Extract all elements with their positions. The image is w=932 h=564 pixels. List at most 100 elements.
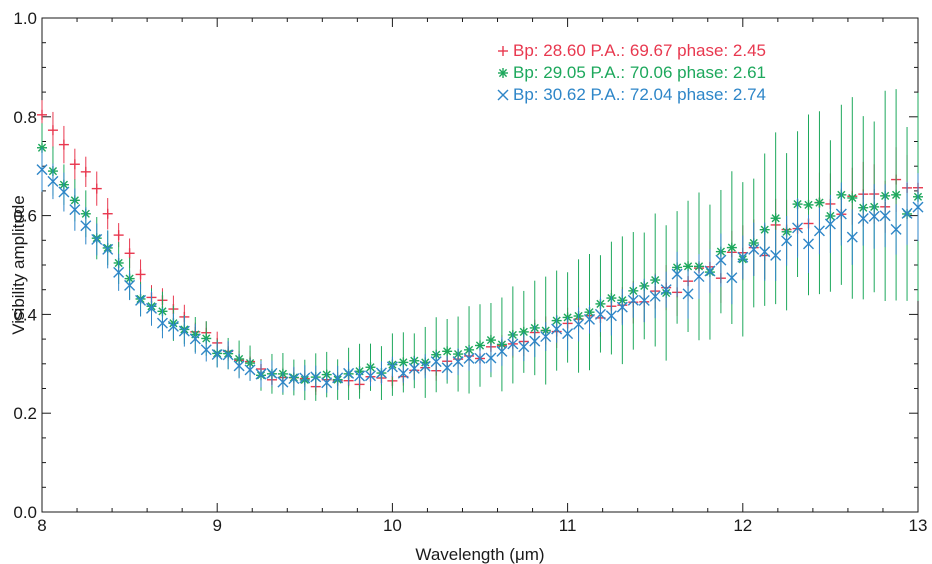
data-point: [693, 254, 705, 299]
data-point: [891, 89, 902, 301]
data-point: [803, 214, 814, 274]
data-point: [398, 332, 409, 393]
y-tick-label: 0.2: [13, 404, 37, 423]
data-point: [222, 340, 234, 369]
legend-marker: [497, 89, 509, 101]
data-point: [507, 332, 519, 356]
data-point: [266, 360, 278, 387]
data-point: [58, 125, 69, 164]
y-tick-label: 1.0: [13, 9, 37, 28]
y-tick-label: 0.4: [13, 305, 37, 324]
x-tick-label: 9: [212, 516, 221, 535]
data-point: [781, 216, 793, 266]
data-point: [770, 229, 782, 282]
data-point: [189, 324, 201, 354]
data-point: [408, 356, 420, 381]
data-point: [649, 274, 661, 319]
data-point: [47, 163, 59, 200]
x-axis-label: Wavelength (μm): [415, 545, 544, 564]
data-point: [496, 337, 508, 366]
data-point: [540, 322, 552, 351]
data-point: [80, 156, 91, 188]
data-point: [813, 207, 825, 255]
data-point: [605, 295, 617, 336]
data-point: [124, 270, 136, 301]
data-point: [562, 316, 574, 351]
data-point: [277, 371, 289, 393]
data-point: [518, 332, 530, 362]
legend-item-2: Bp: 29.05 P.A.: 70.06 phase: 2.61: [498, 63, 766, 82]
data-point: [386, 356, 398, 378]
data-point: [299, 365, 311, 391]
data-point: [102, 230, 114, 269]
data-point: [660, 271, 672, 308]
data-point: [846, 209, 858, 265]
data-point: [759, 222, 771, 281]
data-point: [890, 204, 902, 255]
y-axis: 0.0 0.2 0.4 0.6 0.8 1.0: [13, 9, 918, 522]
legend-item-1: Bp: 28.60 P.A.: 69.67 phase: 2.45: [498, 41, 766, 60]
x-tick-label: 13: [909, 516, 928, 535]
x-tick-label: 11: [559, 516, 577, 535]
data-point: [704, 249, 716, 293]
x-tick-label: 12: [733, 516, 752, 535]
data-point: [102, 198, 113, 230]
data-point: [857, 191, 869, 246]
data-point: [419, 354, 431, 379]
data-point: [584, 305, 595, 334]
data-point: [288, 366, 300, 391]
data-point: [375, 361, 387, 385]
data-point: [847, 97, 858, 299]
x-tick-label: 8: [37, 516, 46, 535]
legend-label: Bp: 28.60 P.A.: 69.67 phase: 2.45: [513, 41, 766, 60]
series-group: [36, 89, 924, 401]
legend: Bp: 28.60 P.A.: 69.67 phase: 2.45 Bp: 29.…: [497, 41, 766, 104]
data-point: [792, 198, 804, 258]
data-point: [69, 148, 80, 180]
data-point: [146, 290, 157, 326]
data-point: [627, 282, 639, 318]
data-point: [354, 366, 366, 386]
data-point: [156, 307, 168, 339]
data-point: [211, 341, 223, 368]
data-point: [901, 181, 913, 245]
y-tick-label: 0.6: [13, 207, 37, 226]
y-tick-label: 0.8: [13, 108, 37, 127]
data-point: [365, 365, 376, 387]
data-point: [91, 223, 103, 256]
data-point: [430, 351, 442, 372]
data-point: [594, 296, 606, 333]
data-point: [529, 325, 541, 358]
data-point: [167, 313, 179, 340]
data-point: [321, 372, 333, 393]
data-point: [474, 346, 486, 370]
data-point: [441, 355, 453, 380]
x-axis: 8 9 10 11 12 13: [37, 18, 927, 535]
legend-marker: [498, 68, 508, 78]
data-point: [573, 307, 585, 342]
data-point: [178, 315, 190, 347]
data-point: [879, 184, 891, 248]
data-point: [616, 288, 628, 326]
data-point: [748, 222, 760, 277]
data-point: [343, 361, 355, 386]
y-axis-label: Visibility amplitude: [9, 195, 28, 335]
data-point: [36, 147, 48, 192]
legend-marker: [498, 46, 508, 56]
data-point: [135, 284, 147, 317]
data-point: [310, 365, 322, 389]
data-point: [682, 269, 694, 319]
data-point: [47, 111, 58, 149]
data-point: [452, 348, 464, 376]
data-point: [912, 173, 924, 242]
data-point: [244, 358, 256, 381]
data-point: [868, 184, 880, 249]
y-tick-label: 0.0: [13, 503, 37, 522]
series-3: [36, 147, 924, 393]
data-point: [69, 188, 81, 231]
data-point: [475, 304, 485, 387]
data-point: [726, 251, 738, 305]
data-point: [255, 360, 267, 388]
data-point: [715, 233, 727, 287]
